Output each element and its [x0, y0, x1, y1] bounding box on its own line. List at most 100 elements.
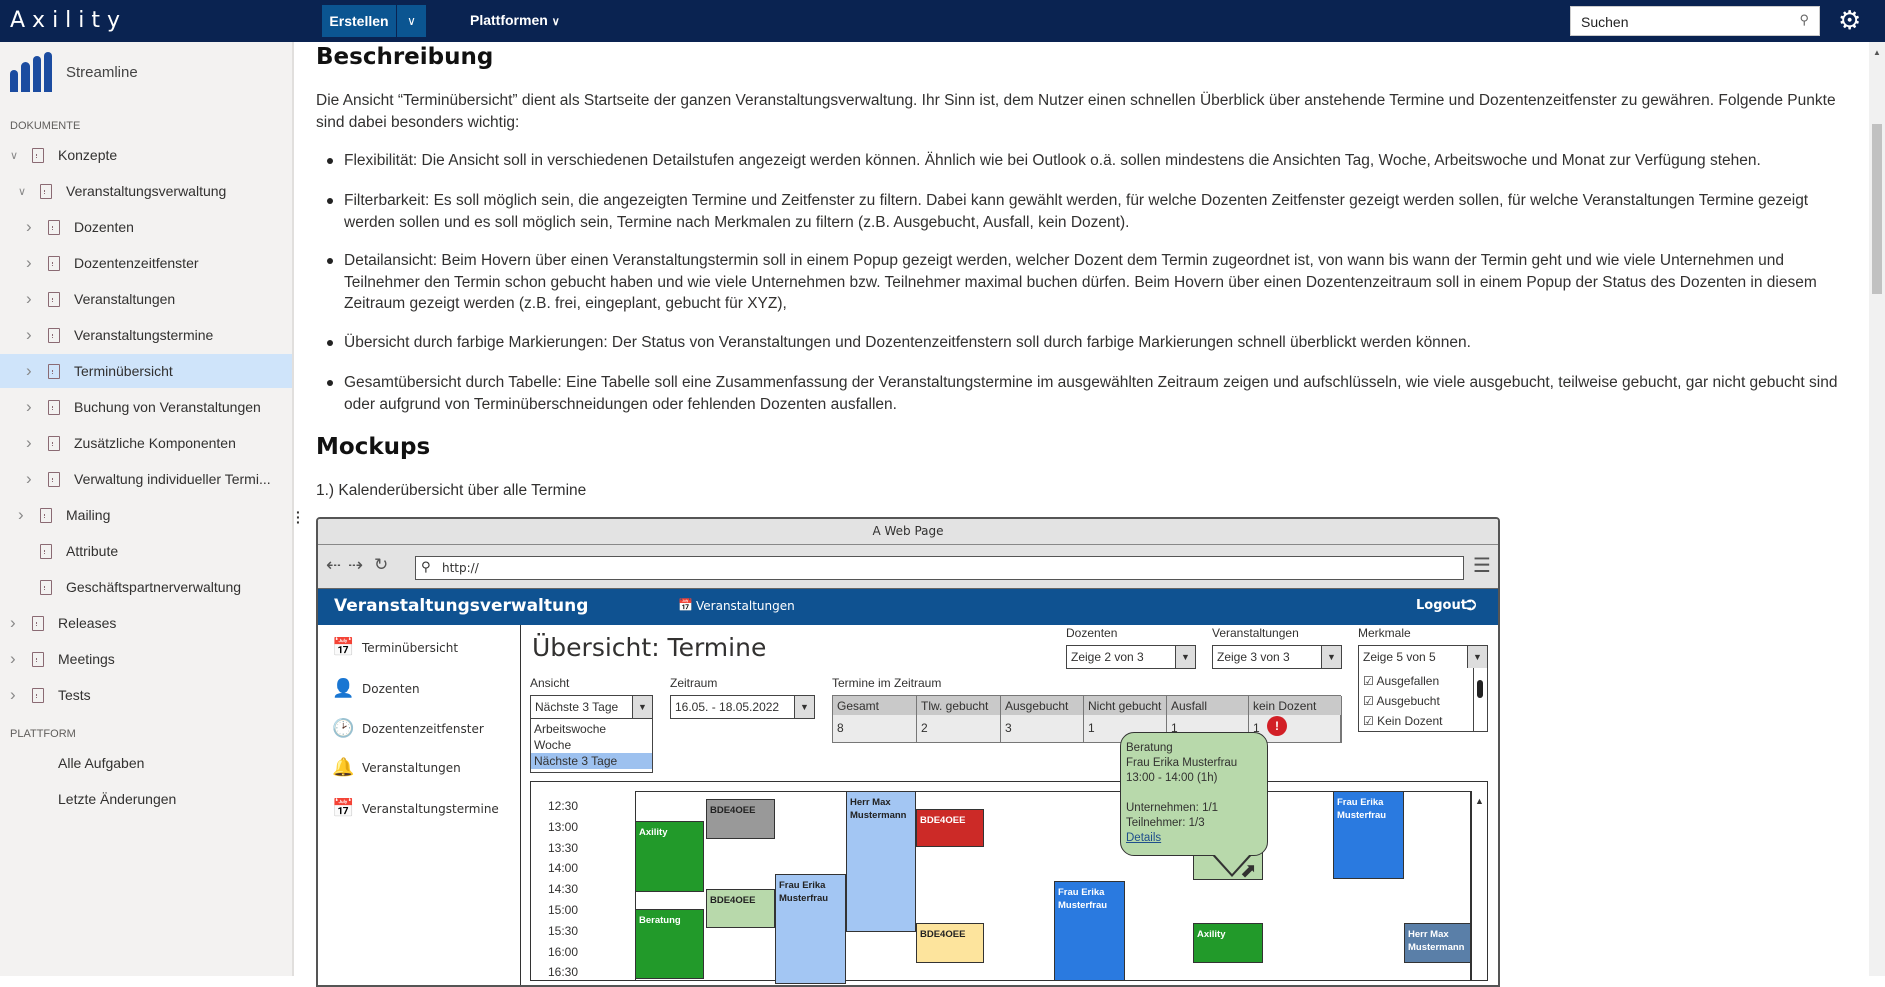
time-label: 14:00 [548, 861, 579, 876]
chevron-right-icon[interactable]: › [26, 253, 32, 272]
document-icon [32, 651, 44, 667]
sidebar-item-label: Buchung von Veranstaltungen [74, 399, 261, 415]
space-title[interactable]: Streamline [66, 64, 138, 81]
merkmal-label: Ausgebucht [1376, 694, 1440, 708]
calendar-event: Beratung [635, 909, 704, 979]
sidebar-item-alle-aufgaben[interactable]: Alle Aufgaben [0, 746, 292, 780]
search-icon[interactable]: ⚲ [1799, 12, 1809, 27]
scrollbar-thumb[interactable] [1872, 124, 1882, 294]
merkmale-value: Zeige 5 von 5 [1363, 650, 1436, 664]
chevron-right-icon[interactable]: › [26, 289, 32, 308]
chevron-right-icon[interactable]: › [26, 397, 32, 416]
sidebar-item[interactable]: › Dozenten [0, 210, 292, 244]
sidebar-item[interactable]: › Verwaltung individueller Termi... [0, 462, 292, 496]
mockup-window-title: A Web Page [318, 519, 1498, 545]
platforms-menu[interactable]: Plattformen ∨ [470, 12, 560, 28]
sidebar-item-label: Mailing [66, 507, 111, 523]
search-placeholder: Suchen [1581, 14, 1629, 30]
mockup-nav-item: Veranstaltungstermine [362, 802, 499, 816]
mockup-caption: 1.) Kalenderübersicht über alle Termine [316, 482, 587, 499]
document-icon [48, 363, 60, 379]
time-label: 13:30 [548, 840, 579, 855]
calendar-event: Frau Erika Musterfrau [775, 874, 846, 984]
merkmale-list: ☑ Ausgefallen ☑ Ausgebucht ☑ Kein Dozent [1358, 668, 1488, 732]
tooltip-tail-fill [1214, 854, 1250, 874]
merkmal-label: Kein Dozent [1377, 714, 1443, 728]
create-button[interactable]: Erstellen [322, 5, 396, 37]
brand-logo[interactable]: Axility [10, 8, 128, 33]
page-scrollbar[interactable]: ▲ [1869, 42, 1885, 976]
warning-icon: ! [1267, 716, 1287, 736]
sidebar-item[interactable]: Attribute [0, 534, 292, 568]
intro-paragraph: Die Ansicht “Terminübersicht” dient als … [316, 92, 1836, 131]
veranstaltungen-value: Zeige 3 von 3 [1217, 650, 1290, 664]
document-icon [48, 327, 60, 343]
document-icon [32, 687, 44, 703]
mockup-url-bar: ⇠ ⇢ ↻ ⚲ http:// ☰ [318, 545, 1498, 589]
bullet-item: Filterbarkeit: Es soll möglich sein, die… [327, 190, 1849, 233]
chevron-right-icon[interactable]: › [10, 649, 16, 668]
sidebar-resize-handle[interactable]: · · · [296, 504, 301, 530]
sidebar-item[interactable]: › Veranstaltungstermine [0, 318, 292, 352]
dropdown-arrow-icon: ▼ [632, 696, 652, 718]
documents-heading: DOKUMENTE [10, 120, 81, 132]
dropdown-arrow-icon: ▼ [1175, 646, 1195, 668]
sidebar-item[interactable]: › Tests [0, 678, 292, 712]
chevron-right-icon[interactable]: › [26, 361, 32, 380]
create-dropdown-button[interactable]: ∨ [397, 5, 426, 37]
chevron-right-icon[interactable]: › [26, 217, 32, 236]
checkbox-checked-icon: ☑ [1363, 714, 1374, 728]
mockup-page-title: Übersicht: Termine [532, 633, 767, 662]
chevron-right-icon[interactable]: › [10, 613, 16, 632]
chevron-right-icon[interactable]: › [26, 325, 32, 344]
time-label: 12:30 [548, 799, 579, 813]
ansicht-option: Arbeitswoche [534, 722, 607, 736]
dropdown-arrow-icon: ▼ [1321, 646, 1341, 668]
sidebar-item-label: Attribute [66, 543, 119, 559]
sidebar-item[interactable]: › Releases [0, 606, 292, 640]
document-icon [32, 147, 44, 163]
chevron-down-icon[interactable]: ∨ [10, 149, 19, 162]
sidebar-item[interactable]: › Mailing [0, 498, 292, 532]
document-icon [40, 183, 52, 199]
summary-value: 8 [833, 715, 917, 743]
chevron-right-icon[interactable]: › [10, 685, 16, 704]
scroll-up-icon[interactable]: ▲ [1873, 48, 1881, 57]
sidebar-item[interactable]: › Zusätzliche Komponenten [0, 426, 292, 460]
chevron-down-icon[interactable]: ∨ [18, 185, 27, 198]
chevron-right-icon[interactable]: › [18, 505, 24, 524]
sidebar-item-letzte-aenderungen[interactable]: Letzte Änderungen [0, 782, 292, 816]
sidebar-item[interactable]: ∨ Veranstaltungsverwaltung [0, 174, 292, 208]
sidebar-item[interactable]: ∨ Konzepte [0, 138, 292, 172]
sidebar-item[interactable]: Geschäftspartnerverwaltung [0, 570, 292, 604]
time-label: 15:00 [548, 903, 579, 917]
calendar-event: Axility [1193, 923, 1263, 963]
calendar-event: Herr Max Mustermann [846, 791, 916, 932]
veranstaltungen-select: Zeige 3 von 3 ▼ [1212, 645, 1342, 669]
chevron-right-icon[interactable]: › [26, 433, 32, 452]
merkmal-option: ☑ Ausgebucht [1363, 691, 1483, 711]
sidebar-item[interactable]: › Buchung von Veranstaltungen [0, 390, 292, 424]
document-icon [48, 219, 60, 235]
tooltip-time: 13:00 - 14:00 (1h) [1126, 772, 1218, 784]
description-heading: Beschreibung [316, 44, 494, 70]
calendar-icon: 📅 [332, 798, 355, 819]
sidebar-item-label: Dozenten [74, 219, 134, 235]
sidebar-item[interactable]: › Terminübersicht [0, 354, 292, 388]
document-icon [40, 507, 52, 523]
mockup-app-header: Veranstaltungsverwaltung 📅 Veranstaltung… [318, 589, 1498, 625]
sidebar-item-label: Verwaltung individueller Termi... [74, 471, 271, 487]
chevron-right-icon[interactable]: › [26, 469, 32, 488]
calendar-event: Frau Erika Musterfrau [1054, 881, 1125, 981]
sidebar-item[interactable]: › Dozentenzeitfenster [0, 246, 292, 280]
time-label: 15:30 [548, 923, 579, 938]
summary-header: Nicht gebucht [1084, 696, 1167, 715]
document-icon [48, 291, 60, 307]
event-tooltip: Beratung Frau Erika Musterfrau 13:00 - 1… [1120, 732, 1268, 856]
zeitraum-label: Zeitraum [670, 676, 718, 690]
sidebar-item[interactable]: › Veranstaltungen [0, 282, 292, 316]
search-input[interactable]: Suchen ⚲ [1570, 6, 1820, 36]
sidebar-item-label: Letzte Änderungen [58, 791, 177, 807]
gear-icon[interactable]: ⚙ [1838, 5, 1862, 35]
sidebar-item[interactable]: › Meetings [0, 642, 292, 676]
